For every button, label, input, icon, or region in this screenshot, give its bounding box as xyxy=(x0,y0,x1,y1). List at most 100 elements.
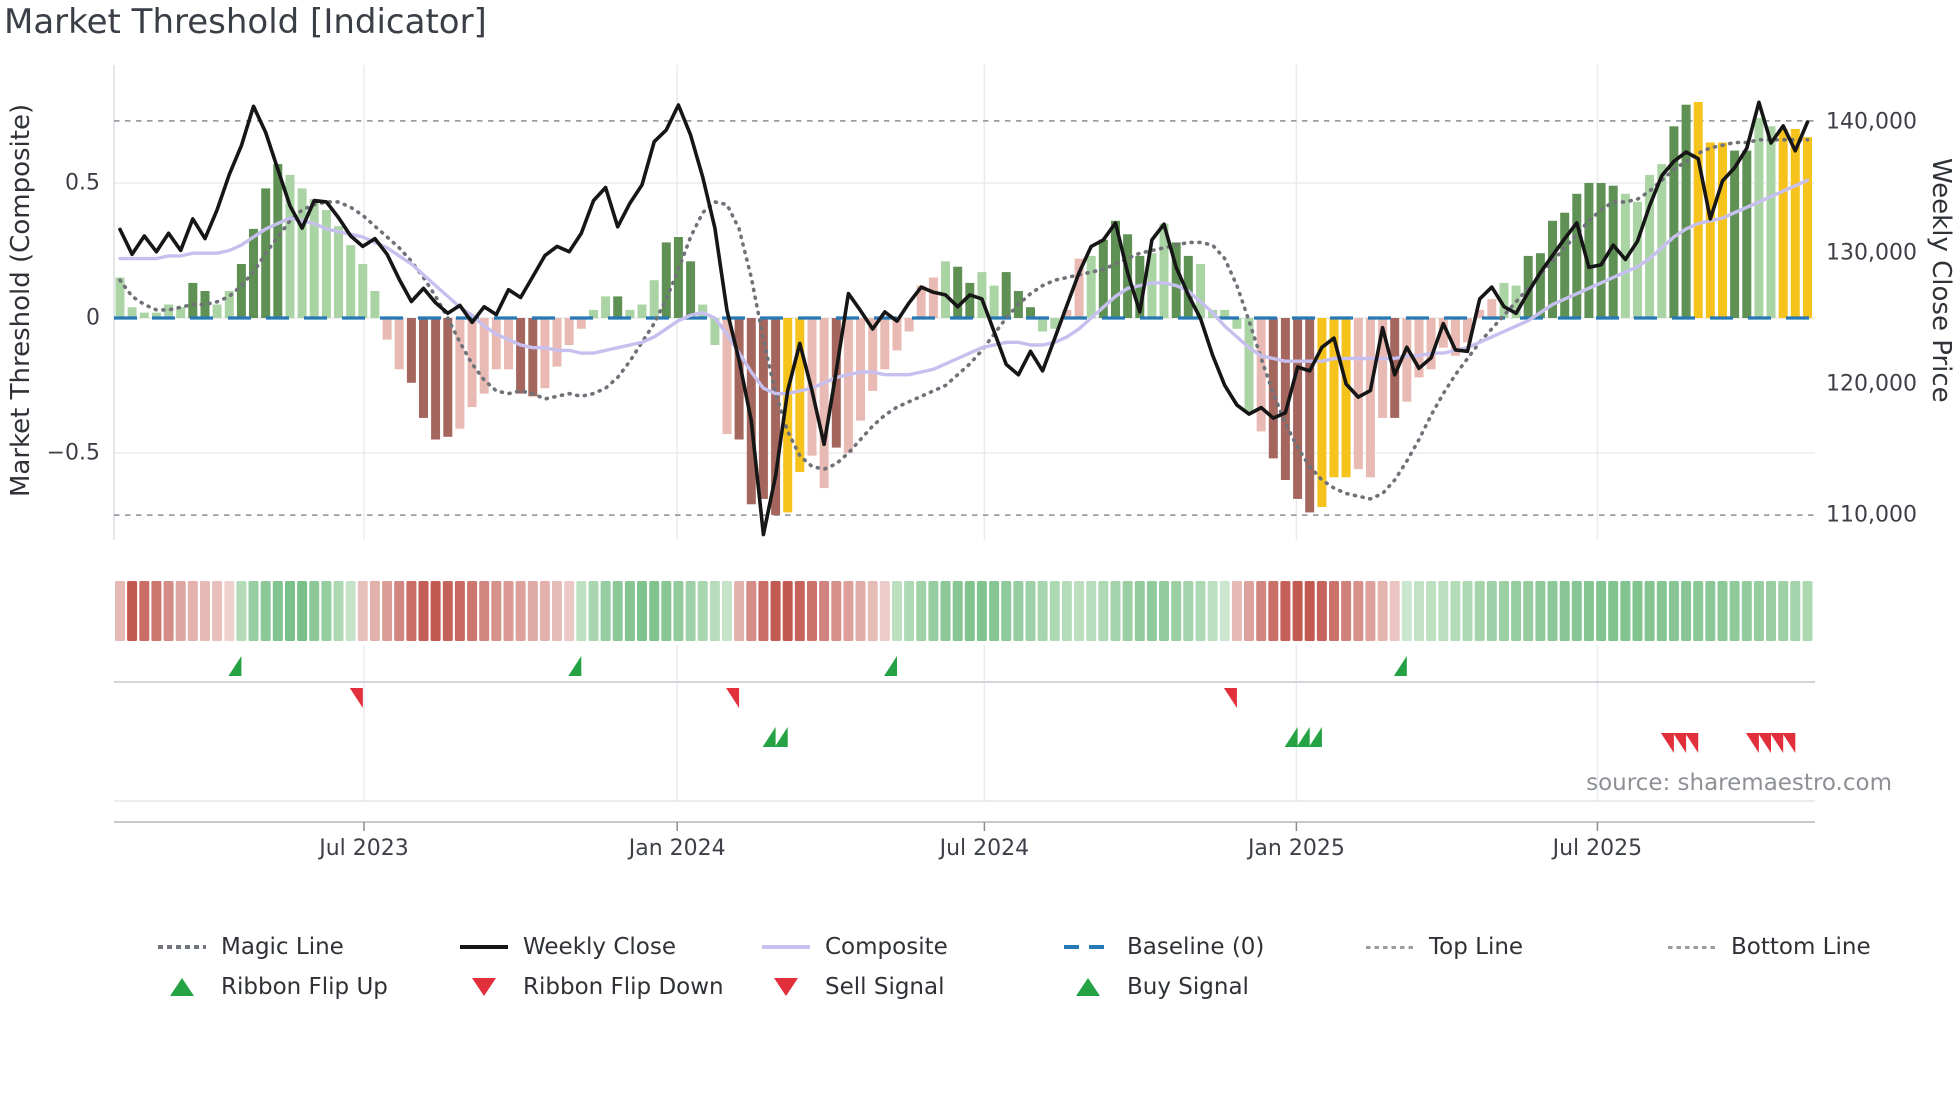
ribbon-flip-down-marker xyxy=(726,688,740,708)
threshold-bar xyxy=(224,291,234,318)
ribbon-cell xyxy=(1535,581,1546,641)
ribbon-cell xyxy=(1122,581,1133,641)
ribbon-cell xyxy=(637,581,647,641)
x-axis-tick-label: Jul 2025 xyxy=(1551,836,1643,861)
ribbon-cell xyxy=(1377,581,1388,641)
ribbon-cell xyxy=(1146,581,1157,641)
ribbon-cell xyxy=(831,581,842,641)
threshold-bar xyxy=(1232,318,1242,329)
left-axis-tick-label: −0.5 xyxy=(47,441,100,466)
threshold-bar xyxy=(1402,318,1412,402)
threshold-bar xyxy=(1669,126,1679,318)
ribbon-cell xyxy=(1353,581,1364,641)
ribbon-cell xyxy=(309,581,320,641)
ribbon-cell xyxy=(552,581,562,641)
threshold-bar xyxy=(139,312,149,318)
threshold-bar xyxy=(358,264,368,318)
ribbon-cell xyxy=(746,581,757,641)
threshold-bar xyxy=(564,318,574,345)
threshold-bar xyxy=(758,318,768,499)
sell-signal-marker xyxy=(1685,733,1699,753)
threshold-bar xyxy=(176,307,186,318)
threshold-bar xyxy=(819,318,829,489)
threshold-bar xyxy=(953,266,963,318)
threshold-bar xyxy=(1305,318,1315,513)
ribbon-cell xyxy=(1304,581,1315,641)
ribbon-cell xyxy=(1778,581,1789,641)
ribbon-cell xyxy=(709,581,720,641)
threshold-bar xyxy=(941,261,950,318)
ribbon-cell xyxy=(1741,581,1752,641)
threshold-bar xyxy=(504,318,513,370)
threshold-bar xyxy=(734,318,744,440)
threshold-bar xyxy=(843,318,853,453)
ribbon-cell xyxy=(734,581,745,641)
threshold-bar xyxy=(686,261,696,318)
threshold-bar xyxy=(297,188,307,318)
threshold-bar xyxy=(977,272,987,318)
ribbon-cell xyxy=(1596,581,1607,641)
ribbon-cell xyxy=(588,581,599,641)
threshold-bar xyxy=(273,164,283,318)
ribbon-cell xyxy=(855,581,866,641)
ribbon-cell xyxy=(867,581,878,641)
threshold-bar xyxy=(783,318,793,513)
threshold-bar xyxy=(370,291,380,318)
ribbon-cell xyxy=(1256,581,1267,641)
threshold-bar xyxy=(455,318,465,429)
threshold-bar xyxy=(479,318,489,394)
ribbon-cell xyxy=(722,581,732,641)
ribbon-cell xyxy=(564,581,575,641)
ribbon-cell xyxy=(1037,581,1048,641)
ribbon-cell xyxy=(1486,581,1497,641)
ribbon-cell xyxy=(139,581,150,641)
ribbon-cell xyxy=(1025,581,1036,641)
ribbon-cell xyxy=(1365,581,1376,641)
threshold-bar xyxy=(1766,126,1776,318)
ribbon-cell xyxy=(1511,581,1522,641)
ribbon-cell xyxy=(1159,581,1169,641)
threshold-bar xyxy=(1183,255,1193,318)
threshold-bar xyxy=(589,309,598,318)
ribbon-cell xyxy=(1401,581,1412,641)
ribbon-cell xyxy=(952,581,963,641)
threshold-bar xyxy=(1548,220,1557,318)
ribbon-cell xyxy=(272,581,283,641)
threshold-bar xyxy=(516,318,526,394)
threshold-bar xyxy=(491,318,501,370)
buy-signal-marker xyxy=(1308,727,1322,747)
ribbon-cell xyxy=(285,581,295,641)
ribbon-cell xyxy=(479,581,490,641)
threshold-bar xyxy=(1074,258,1084,318)
ribbon-cell xyxy=(503,581,514,641)
left-axis-tick-label: 0 xyxy=(86,306,100,331)
threshold-bar xyxy=(285,174,295,318)
threshold-bar xyxy=(1365,318,1375,478)
ribbon-cell xyxy=(794,581,805,641)
ribbon-cell xyxy=(697,581,708,641)
ribbon-cell xyxy=(612,581,623,641)
threshold-bar xyxy=(1718,142,1727,318)
threshold-bar xyxy=(965,282,975,318)
threshold-bar xyxy=(1596,183,1606,318)
threshold-bar xyxy=(334,226,343,318)
threshold-bar xyxy=(419,318,428,418)
page-title: Market Threshold [Indicator] xyxy=(4,2,487,42)
sell-signal-marker xyxy=(1660,733,1674,753)
threshold-bar xyxy=(309,199,319,318)
ribbon-cell xyxy=(1790,581,1801,641)
threshold-bar xyxy=(552,318,562,367)
threshold-bar xyxy=(1523,255,1533,318)
ribbon-cell xyxy=(661,581,672,641)
ribbon-cell xyxy=(321,581,332,641)
ribbon-cell xyxy=(1049,581,1060,641)
ribbon-cell xyxy=(892,581,902,641)
threshold-bar xyxy=(1778,129,1788,318)
threshold-bar xyxy=(1560,212,1570,318)
ribbon-cell xyxy=(624,581,635,641)
ribbon-cell xyxy=(843,581,854,641)
threshold-bar xyxy=(1256,318,1266,432)
ribbon-cell xyxy=(297,581,308,641)
ribbon-cell xyxy=(369,581,380,641)
